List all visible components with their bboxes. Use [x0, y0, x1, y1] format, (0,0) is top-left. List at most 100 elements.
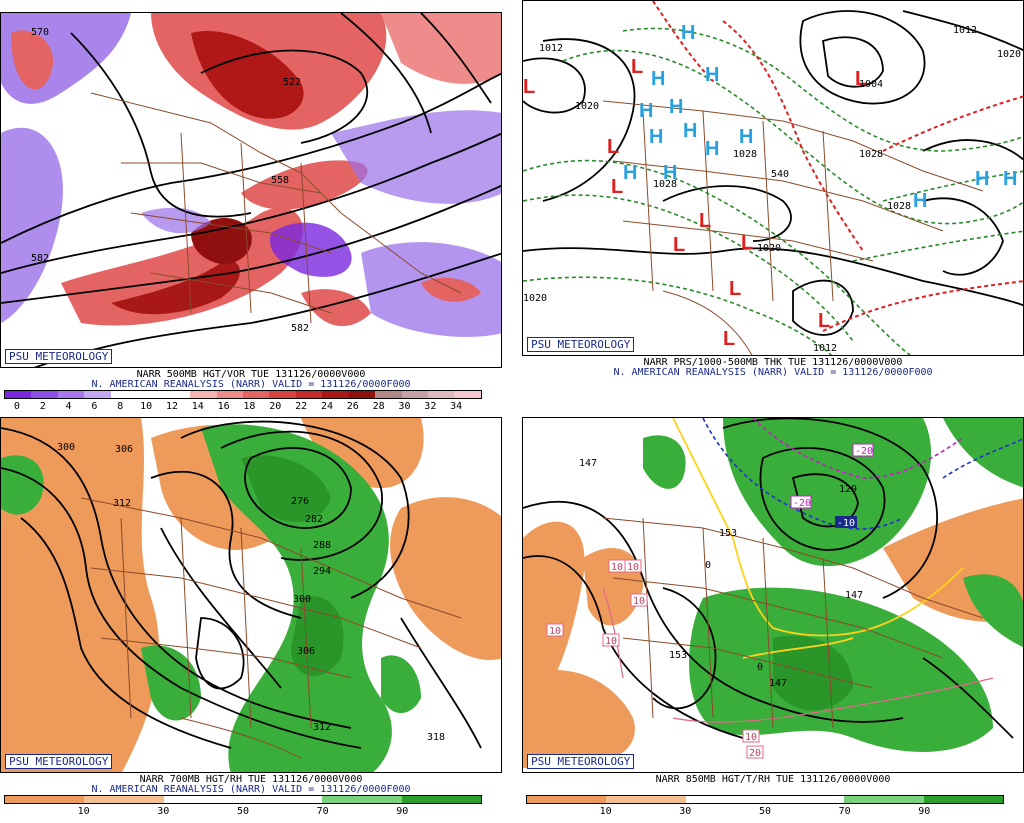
high-pressure-symbol: H: [623, 162, 637, 184]
isotherm-label: 10: [549, 626, 561, 637]
colorbar-swatch: [923, 796, 1003, 803]
contour-label: 294: [313, 566, 331, 577]
isobar-label: 1012: [953, 25, 977, 36]
colorbar-swatch: [375, 391, 402, 398]
contour-label: 129: [839, 484, 857, 495]
high-pressure-symbol: H: [705, 64, 719, 86]
panel-caption-title: NARR 500MB HGT/VOR TUE 131126/0000V000: [136, 369, 366, 380]
colorbar-tick-label: 70: [316, 806, 329, 817]
contour-label: 147: [845, 590, 863, 601]
colorbar-tick-label: 2: [39, 401, 46, 412]
vorticity-colorbar: [4, 390, 482, 399]
contour-label: 300: [57, 442, 75, 453]
panel-700mb-rh: 300 306 312 276 282 288 294 300 306 312 …: [0, 417, 502, 823]
colorbar-swatch: [401, 796, 481, 803]
isobar-label: 1004: [859, 79, 883, 90]
colorbar-swatch: [5, 391, 32, 398]
colorbar-tick-label: 10: [77, 806, 90, 817]
colorbar-tick-label: 20: [269, 401, 282, 412]
colorbar-swatch: [242, 391, 270, 398]
isobar-label: 1028: [859, 149, 883, 160]
colorbar-swatch: [527, 796, 607, 803]
psu-meteorology-badge: PSU METEOROLOGY: [5, 349, 113, 364]
isotherm-label: -20: [855, 446, 873, 457]
colorbar-tick-label: 30: [679, 806, 692, 817]
isobar-label: 1028: [887, 201, 911, 212]
colorbar-tick-label: 70: [838, 806, 851, 817]
colorbar-tick-label: 10: [599, 806, 612, 817]
colorbar-swatch: [163, 796, 243, 803]
colorbar-swatch: [348, 391, 376, 398]
colorbar-tick-label: 24: [320, 401, 334, 412]
colorbar-swatch: [428, 391, 455, 398]
contour-label: 153: [719, 528, 737, 539]
isobar-label: 1012: [813, 343, 837, 354]
colorbar-swatch: [57, 391, 85, 398]
high-pressure-symbol: H: [649, 126, 663, 148]
colorbar-tick-label: 14: [191, 401, 204, 412]
colorbar-tick-label: 12: [165, 401, 178, 412]
contour-label: 318: [427, 732, 445, 743]
isobar-label: 1020: [523, 293, 547, 304]
panel-500mb-vorticity: 570 522 558 582 582 PSU METEOROLOGY NARR…: [0, 12, 502, 418]
psu-meteorology-badge: PSU METEOROLOGY: [5, 754, 113, 769]
colorbar-swatch: [190, 391, 217, 398]
high-pressure-symbol: H: [639, 100, 653, 122]
isobar-label: 1020: [757, 243, 781, 254]
low-pressure-symbol: L: [818, 310, 830, 332]
panel-caption-valid: N. AMERICAN REANALYSIS (NARR) VALID = 13…: [91, 379, 411, 390]
panel-850mb-t-rh: 147 153 153 147 147 129 0 0 -20 -20 -10 …: [522, 417, 1024, 823]
panel-caption-title: NARR PRS/1000-500MB THK TUE 131126/0000V…: [643, 357, 903, 368]
high-pressure-symbol: H: [681, 22, 695, 44]
high-pressure-symbol: H: [975, 168, 989, 190]
colorbar-swatch: [322, 391, 349, 398]
colorbar-swatch: [685, 796, 765, 803]
colorbar-swatch: [269, 391, 296, 398]
colorbar-swatch: [242, 796, 323, 803]
colorbar-tick-label: 6: [91, 401, 98, 412]
map-850mb: 147 153 153 147 147 129 0 0 -20 -20 -10 …: [522, 417, 1024, 773]
colorbar-swatch: [216, 391, 243, 398]
rh-colorbar: [526, 795, 1004, 804]
colorbar-tick-label: 28: [372, 401, 385, 412]
colorbar-tick-label: 18: [243, 401, 256, 412]
vorticity-colorbar-ticks: 0 2 4 6 8 10 12 14 16 18 20 22 24 26 28 30 32 34: [4, 401, 482, 413]
isotherm-label: 10: [745, 732, 757, 743]
map-500mb-svg: 570 522 558 582 582: [1, 13, 501, 367]
map-850mb-svg: 147 153 153 147 147 129 0 0 -20 -20 -10 …: [523, 418, 1023, 772]
colorbar-swatch: [84, 391, 111, 398]
isotherm-label: -20: [793, 498, 811, 509]
contour-label: 147: [579, 458, 597, 469]
map-sfc-svg: L L L L L L L L L L L H H H H H H H H: [523, 1, 1023, 355]
isotherm-label: 10: [633, 596, 645, 607]
colorbar-swatch: [295, 391, 323, 398]
map-500mb: 570 522 558 582 582 PSU METEOROLOGY: [0, 12, 502, 368]
isobar-label: 1020: [997, 49, 1021, 60]
colorbar-tick-label: 30: [157, 806, 170, 817]
colorbar-tick-label: 0: [13, 401, 20, 412]
isobar-label: 1028: [733, 149, 757, 160]
panel-sfc-pressure-thickness: L L L L L L L L L L L H H H H H H H H: [522, 0, 1024, 406]
low-pressure-symbol: L: [723, 328, 735, 350]
psu-meteorology-badge: PSU METEOROLOGY: [527, 337, 635, 352]
colorbar-tick-label: 32: [424, 401, 437, 412]
map-700mb-svg: 300 306 312 276 282 288 294 300 306 312 …: [1, 418, 501, 772]
low-pressure-symbol: L: [673, 234, 685, 256]
low-pressure-symbol: L: [855, 68, 867, 90]
panel-caption-title: NARR 700MB HGT/RH TUE 131126/0000V000: [139, 774, 363, 785]
rh-colorbar-ticks: 10 30 50 70 90: [4, 806, 482, 818]
colorbar-tick-label: 90: [396, 806, 409, 817]
contour-label: 582: [31, 253, 49, 264]
low-pressure-symbol: L: [607, 136, 619, 158]
isotherm-label: 10: [611, 562, 623, 573]
colorbar-tick-label: 8: [117, 401, 124, 412]
high-pressure-symbol: H: [669, 96, 683, 118]
rh-colorbar: [4, 795, 482, 804]
low-pressure-symbol: L: [699, 210, 711, 232]
contour-label: 522: [283, 77, 301, 88]
panel-caption-valid: N. AMERICAN REANALYSIS (NARR) VALID = 13…: [91, 784, 411, 795]
contour-label: 582: [291, 323, 309, 334]
high-pressure-symbol: H: [663, 162, 677, 184]
colorbar-swatch: [110, 391, 138, 398]
contour-label: 300: [293, 594, 311, 605]
